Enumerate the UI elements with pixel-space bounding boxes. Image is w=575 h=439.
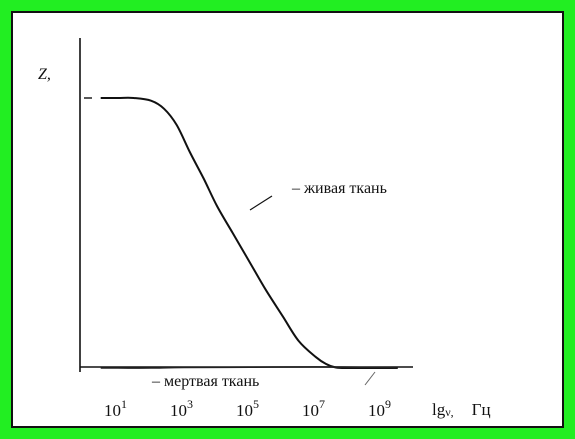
x-tick-label: 101 — [104, 397, 127, 420]
series-label-dead-tissue: – мертвая ткань — [151, 373, 259, 390]
x-tick-label: 103 — [170, 397, 193, 420]
x-tick-base: 10 — [236, 401, 253, 420]
x-tick-label: 109 — [368, 397, 391, 420]
series-line-living-tissue — [100, 96, 398, 370]
chart-border — [11, 11, 564, 428]
x-tick-exponent: 9 — [385, 397, 391, 411]
x-tick-exponent: 1 — [121, 397, 127, 411]
x-tick-base: 10 — [170, 401, 187, 420]
x-tick-base: 10 — [368, 401, 385, 420]
y-axis-label: Z, — [38, 66, 51, 83]
x-tick-labels: 101 103 105 107 109 — [104, 397, 391, 420]
series-line-dead-tissue — [100, 366, 398, 369]
series-label-living-tissue: – живая ткань — [291, 180, 387, 197]
label-leader-living-tissue — [249, 195, 273, 211]
x-axis-label-nu: ν, — [445, 405, 453, 419]
x-axis-label-lg: lg — [432, 400, 446, 419]
x-tick-exponent: 3 — [187, 397, 193, 411]
x-tick-label: 105 — [236, 397, 259, 420]
x-tick-base: 10 — [302, 401, 319, 420]
x-axis-label-unit: Гц — [472, 400, 491, 419]
x-tick-exponent: 5 — [253, 397, 259, 411]
x-tick-label: 107 — [302, 397, 325, 420]
x-tick-exponent: 7 — [319, 397, 325, 411]
label-leader-dead-tissue — [364, 371, 376, 386]
x-axis-label: lgν, Гц — [432, 400, 491, 419]
x-tick-base: 10 — [104, 401, 121, 420]
